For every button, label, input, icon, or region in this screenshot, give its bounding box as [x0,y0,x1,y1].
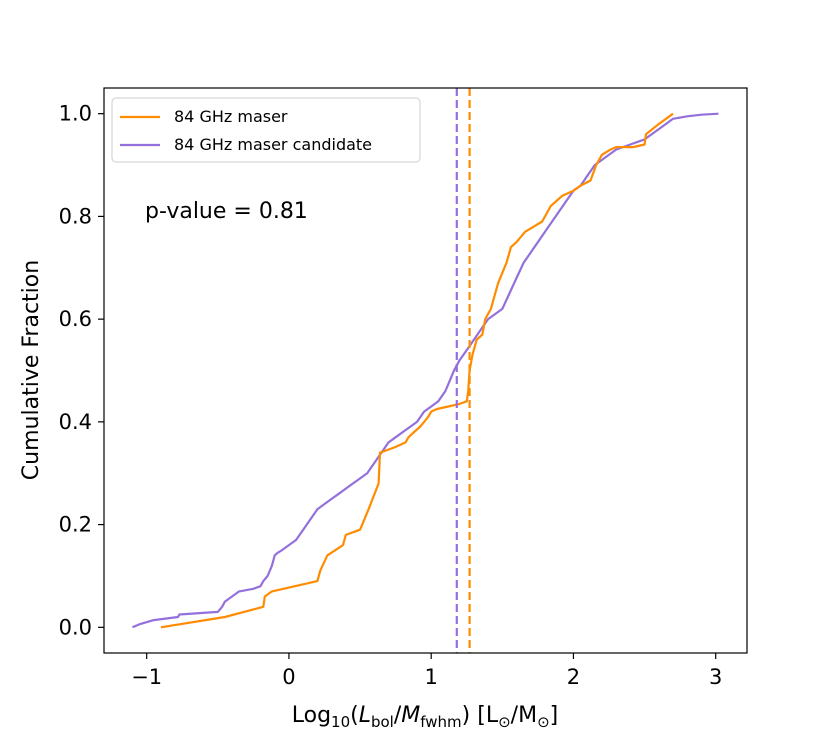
y-tick-label: 1.0 [59,102,92,126]
plot-area [104,88,747,653]
annotation-p-value: p-value = 0.81 [145,199,308,224]
x-tick-label: 1 [425,665,438,689]
x-tick-label: 0 [282,665,295,689]
plot-frame [103,87,748,654]
y-tick-label: 0.8 [59,204,92,228]
y-tick-label: 0.4 [59,410,92,434]
x-tick-label: 3 [709,665,722,689]
legend: 84 GHz maser 84 GHz maser candidate [111,97,421,163]
legend-box [111,97,421,163]
x-tick-label: 2 [567,665,580,689]
y-tick-label: 0.0 [59,615,92,639]
y-axis-label: Cumulative Fraction [19,260,44,480]
series-line-0 [160,112,674,629]
y-tick-label: 0.2 [59,513,92,537]
x-tick-label: −1 [131,665,162,689]
legend-label-maser: 84 GHz maser [174,107,288,126]
legend-label-maser-candidate: 84 GHz maser candidate [174,135,372,154]
x-axis-label: Log10(Lbol/Mfwhm) [L⊙/M⊙] [292,703,559,731]
y-tick-label: 0.6 [59,307,92,331]
series-line-1 [132,112,719,629]
